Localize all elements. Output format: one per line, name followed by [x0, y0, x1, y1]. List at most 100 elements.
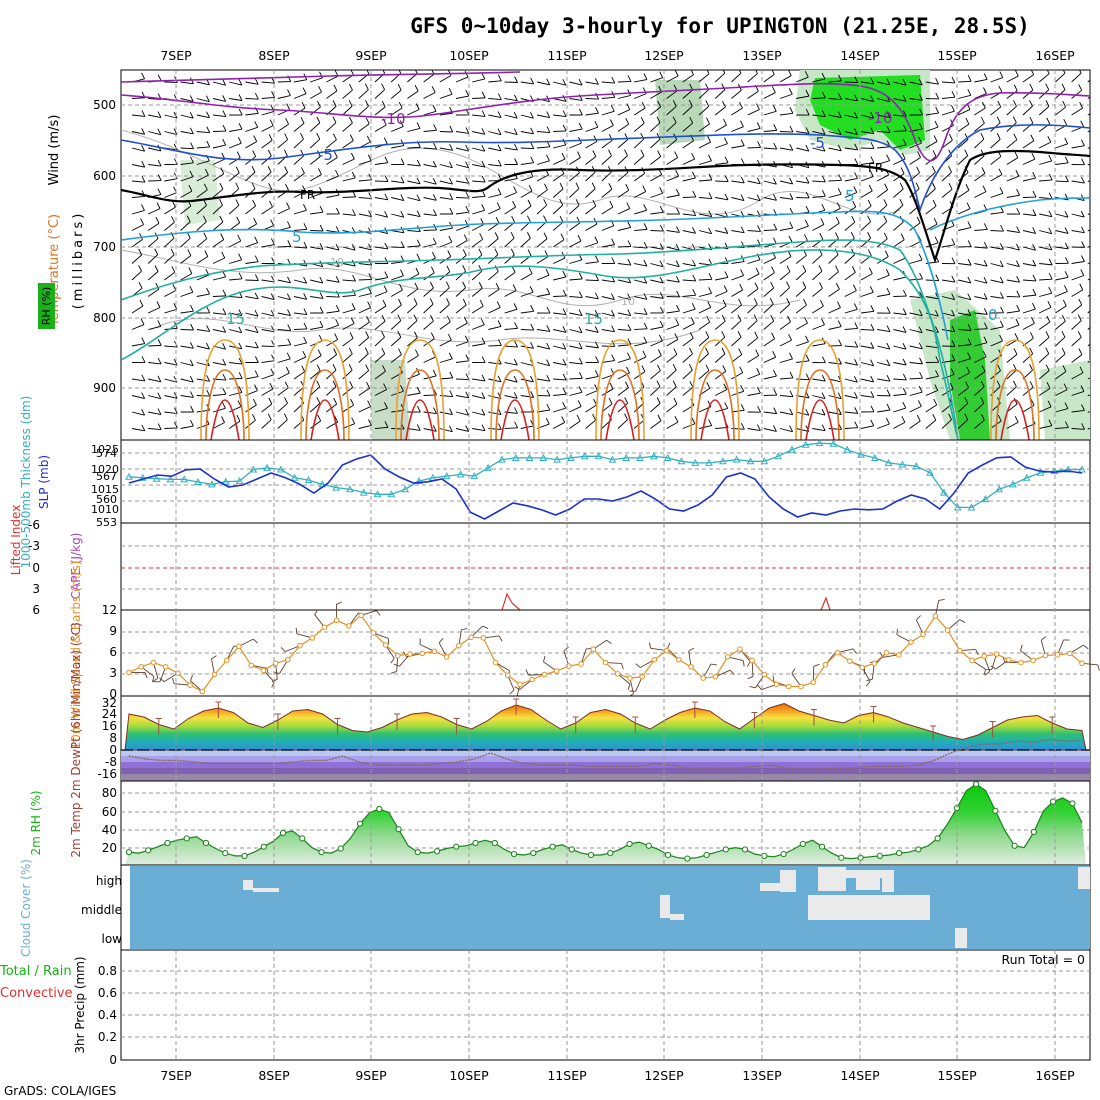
upper-wind-barb — [731, 89, 742, 99]
upper-wind-barb-flag — [708, 227, 712, 234]
upper-wind-barb-flag — [578, 386, 583, 393]
upper-wind-barb-flag — [284, 133, 289, 140]
upper-wind-barb-flag — [1061, 347, 1066, 355]
upper-wind-barb — [131, 395, 145, 399]
upper-wind-barb-flag — [591, 182, 596, 189]
upper-wind-barb-flag — [883, 215, 888, 222]
upper-wind-barb-flag — [1045, 100, 1050, 107]
upper-wind-barb — [666, 230, 680, 233]
upper-wind-barb — [893, 276, 907, 281]
upper-wind-barb-flag — [254, 384, 258, 391]
slp-side-labels: 1000-500mb Thickness (dm) SLP (mb) — [19, 396, 51, 569]
upper-wind-barb-flag — [999, 276, 1004, 284]
upper-wind-barb — [779, 75, 792, 83]
upper-wind-barb-flag — [592, 413, 596, 421]
upper-wind-barb-flag — [270, 368, 275, 375]
upper-wind-barb — [1087, 394, 1090, 396]
upper-wind-barb-flag — [902, 358, 907, 366]
upper-wind-barb-flag — [254, 292, 259, 299]
upper-wind-barb-flag — [254, 309, 259, 317]
upper-wind-barb — [779, 271, 791, 281]
upper-wind-barb — [212, 81, 226, 86]
upper-wind-barb — [245, 261, 259, 264]
upper-wind-barb-flag — [465, 373, 470, 380]
upper-wind-barb — [553, 345, 566, 350]
cape-li-panel: -6 -3 0 3 6 CAPE (J/kg) Lifted Index — [9, 505, 1091, 617]
upper-wind-barb — [958, 263, 972, 266]
upper-wind-barb — [390, 320, 402, 330]
upper-wind-barb-flag — [141, 204, 145, 211]
upper-wind-barb-flag — [980, 396, 985, 404]
upper-wind-barb — [731, 289, 743, 297]
upper-wind-barb-flag — [238, 386, 243, 393]
upper-wind-barb — [164, 271, 176, 281]
upper-wind-barb-flag — [238, 78, 243, 86]
upper-wind-barb — [423, 180, 437, 185]
upper-wind-barb — [148, 411, 162, 416]
upper-wind-barb-flag — [692, 289, 697, 296]
upper-wind-barb-flag — [1046, 117, 1051, 125]
upper-wind-barb — [650, 263, 664, 268]
upper-wind-barb-flag — [771, 332, 775, 339]
upper-wind-barb — [342, 89, 353, 99]
upper-wind-barb — [374, 180, 389, 182]
upper-wind-barb — [666, 324, 679, 330]
upper-wind-barb — [601, 388, 614, 396]
upper-wind-barb — [326, 324, 339, 330]
upper-wind-barb-flag — [675, 169, 680, 177]
upper-wind-barb-flag — [367, 400, 372, 407]
upper-wind-barb — [358, 263, 372, 266]
upper-wind-barb-flag — [365, 100, 369, 107]
upper-wind-barb-flag — [382, 299, 387, 307]
upper-wind-barb — [1071, 289, 1084, 297]
upper-wind-barb-flag — [546, 111, 551, 118]
upper-wind-barb — [439, 287, 450, 297]
wind-10m-barb-flag — [746, 661, 751, 667]
upper-wind-barb-flag — [821, 128, 826, 135]
upper-wind-barb — [520, 205, 532, 215]
upper-wind-barb-flag — [384, 271, 389, 278]
upper-wind-barb — [650, 386, 661, 396]
upper-wind-barb-flag — [659, 320, 664, 328]
upper-wind-barb — [423, 110, 437, 116]
upper-wind-barb — [147, 288, 160, 297]
upper-wind-barb-flag — [203, 183, 208, 191]
rh-shade-mid — [655, 80, 705, 145]
upper-wind-barb-flag — [287, 324, 292, 331]
upper-wind-barb — [682, 89, 693, 99]
ytick-temp-16: 16 — [102, 719, 117, 733]
upper-wind-barb-flag — [530, 391, 535, 398]
upper-wind-barb — [844, 345, 858, 348]
upper-wind-barb — [844, 427, 858, 429]
upper-wind-barb — [1039, 179, 1053, 182]
upper-wind-barb-flag — [235, 199, 240, 206]
upper-wind-barb — [925, 112, 939, 116]
upper-wind-barb — [1087, 428, 1090, 430]
upper-wind-barb-flag — [967, 75, 972, 82]
wind-speed-point — [724, 654, 731, 660]
upper-wind-barb — [617, 95, 631, 99]
upper-wind-barb — [423, 147, 437, 150]
upper-wind-barb-flag — [886, 403, 891, 411]
upper-wind-barb-flag — [157, 320, 162, 327]
upper-wind-barb — [180, 131, 194, 135]
wind-10m-barb-flag — [172, 677, 175, 684]
upper-wind-barb — [472, 428, 486, 432]
upper-wind-barb-flag — [141, 72, 145, 79]
upper-wind-barb — [876, 174, 889, 182]
wind-speed-point — [700, 675, 707, 681]
upper-wind-barb — [877, 160, 890, 165]
upper-wind-barb-flag — [689, 381, 694, 388]
upper-wind-barb — [309, 106, 321, 116]
upper-wind-barb-flag — [141, 356, 146, 363]
upper-wind-barb — [293, 386, 305, 396]
upper-wind-barb-flag — [868, 184, 873, 192]
upper-wind-barb — [585, 404, 597, 413]
upper-wind-barb — [779, 227, 793, 231]
upper-wind-barb — [1022, 74, 1034, 83]
upper-wind-barb-flag — [659, 334, 663, 342]
upper-wind-barb — [698, 213, 712, 218]
upper-wind-barb — [877, 345, 890, 350]
upper-wind-barb-flag — [789, 144, 794, 151]
temp-contour-5 — [121, 210, 949, 341]
